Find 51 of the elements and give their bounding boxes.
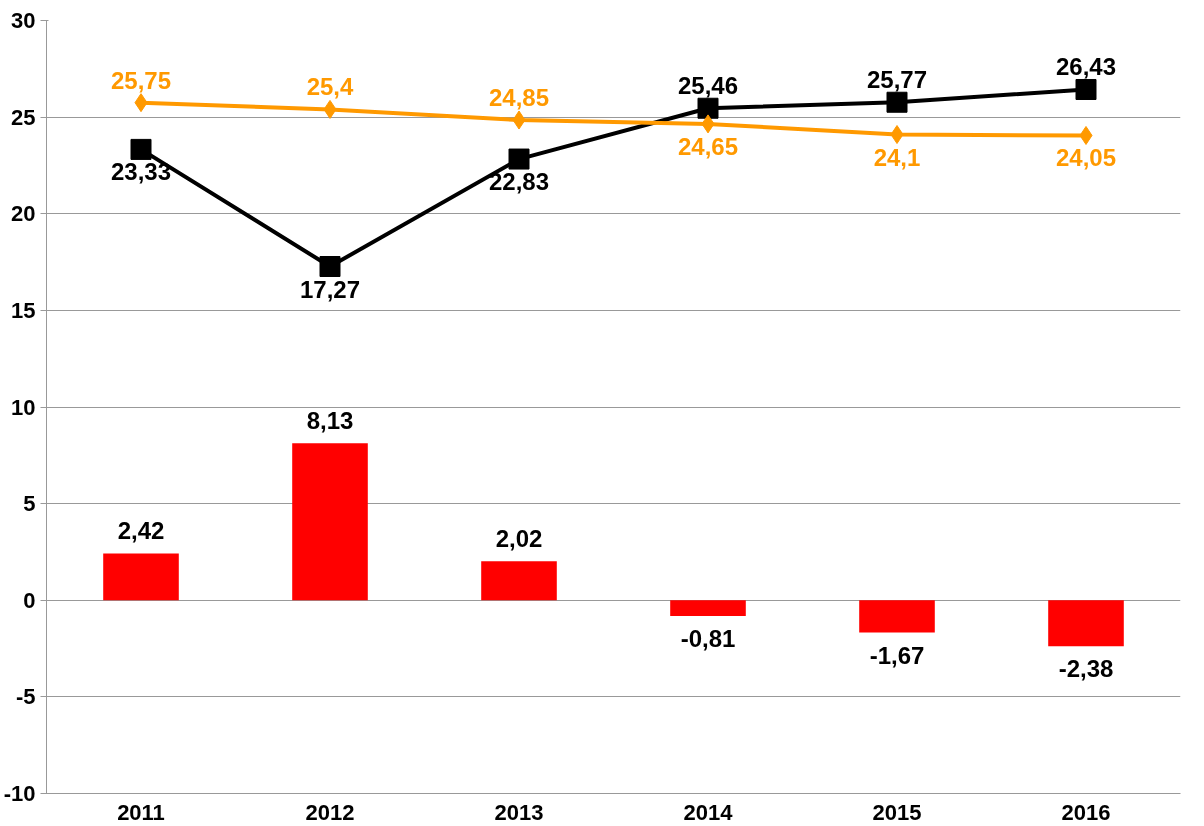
y-tick-label: 15: [11, 297, 36, 323]
y-tick-label: -10: [3, 781, 36, 806]
data-label: 24,05: [1055, 144, 1117, 172]
data-label: 24,65: [677, 132, 739, 160]
point: [512, 110, 526, 130]
y-tick-label: 0: [23, 587, 36, 613]
x-tick-label: 2011: [117, 799, 165, 825]
data-label: 26,43: [1055, 53, 1117, 81]
point: [134, 93, 148, 113]
point: [323, 99, 337, 119]
bar: [1048, 600, 1124, 647]
x-tick-label: 2014: [683, 799, 734, 825]
bar: [670, 600, 746, 616]
point: [886, 91, 908, 113]
data-label: 24,1: [873, 143, 921, 171]
data-label: 2,02: [495, 525, 543, 553]
y-tick-label: -5: [15, 684, 36, 710]
y-tick-label: 10: [11, 394, 36, 420]
y-tick-label: 25: [11, 104, 36, 130]
point: [1079, 125, 1093, 145]
point: [701, 114, 715, 134]
x-tick-label: 2013: [494, 799, 544, 825]
data-label: -0,81: [680, 624, 736, 652]
bar: [292, 443, 368, 601]
bar: [481, 561, 557, 601]
point: [130, 138, 152, 160]
data-label: 22,83: [488, 168, 550, 196]
point: [1075, 78, 1097, 100]
data-label: 8,13: [306, 407, 354, 435]
x-tick-label: 2016: [1061, 799, 1111, 825]
y-tick-label: 5: [23, 491, 36, 517]
data-label: 25,77: [866, 66, 928, 94]
data-label: 17,27: [299, 275, 361, 303]
bar: [859, 600, 935, 633]
x-tick-label: 2015: [872, 799, 922, 825]
data-label: -2,38: [1058, 655, 1114, 683]
data-label: 23,33: [110, 158, 172, 186]
point: [319, 256, 341, 278]
y-tick-label: 20: [11, 201, 36, 227]
y-tick-label: 30: [11, 8, 36, 33]
data-label: 2,42: [117, 517, 165, 545]
data-label: 24,85: [488, 84, 550, 112]
data-label: 25,46: [677, 72, 739, 100]
data-label: 25,75: [110, 66, 172, 94]
x-tick-label: 2012: [305, 799, 355, 825]
point: [508, 148, 530, 170]
bar: [103, 553, 179, 601]
point: [890, 125, 904, 145]
point: [697, 97, 719, 119]
data-label: -1,67: [869, 641, 925, 669]
data-label: 25,4: [306, 73, 355, 101]
